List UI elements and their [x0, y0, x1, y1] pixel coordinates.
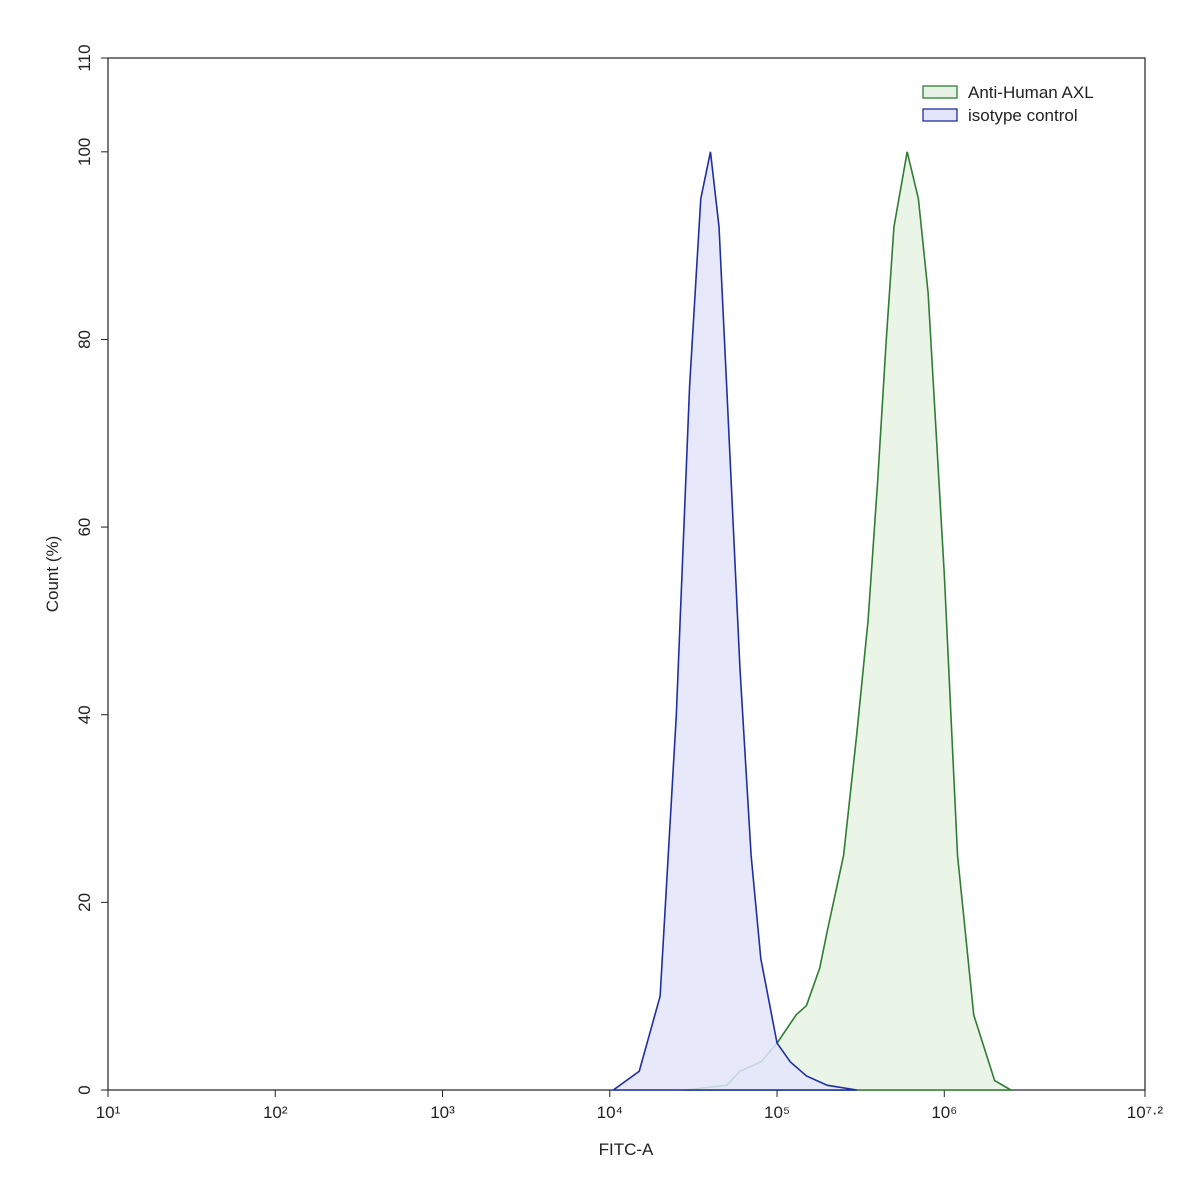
legend-swatch [922, 85, 958, 99]
y-tick-label: 0 [75, 1085, 94, 1094]
legend-text: Anti-Human AXL [968, 83, 1094, 102]
x-tick-label: 10⁷·² [1127, 1103, 1164, 1122]
x-tick-label: 10⁴ [597, 1103, 623, 1122]
y-tick-label: 60 [75, 518, 94, 537]
plot-frame [107, 57, 1146, 1091]
x-tick-label: 10¹ [96, 1103, 121, 1122]
y-tick-label: 20 [75, 893, 94, 912]
x-axis-label: FITC-A [599, 1140, 654, 1159]
x-tick-label: 10³ [430, 1103, 455, 1122]
legend-swatch [922, 108, 958, 122]
y-tick-label: 110 [75, 44, 94, 71]
y-tick-label: 40 [75, 705, 94, 724]
x-tick-label: 10⁶ [931, 1103, 957, 1122]
y-tick-label: 80 [75, 330, 94, 349]
x-tick-label: 10² [263, 1103, 288, 1122]
y-axis-label: Count (%) [43, 536, 62, 613]
y-tick-label: 100 [75, 138, 94, 166]
x-tick-label: 10⁵ [764, 1103, 790, 1122]
histogram-curve [610, 151, 857, 1091]
legend-text: isotype control [968, 106, 1078, 125]
